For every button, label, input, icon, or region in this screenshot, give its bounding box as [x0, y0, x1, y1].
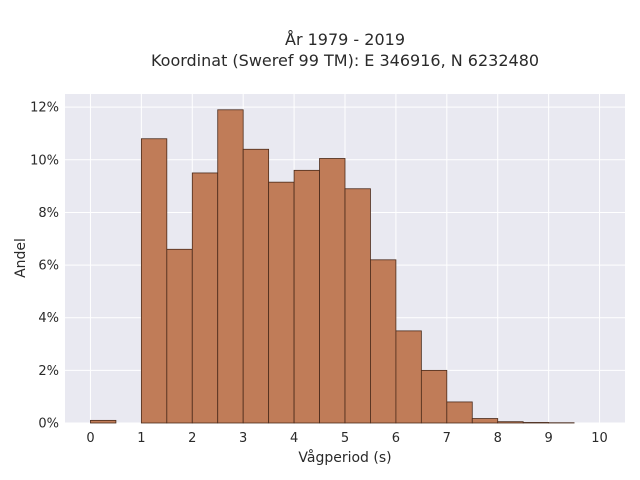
x-tick-label: 10: [591, 431, 608, 446]
histogram-bar: [140, 138, 168, 424]
x-axis-label: Vågperiod (s): [298, 449, 391, 466]
histogram-bar: [471, 418, 499, 424]
histogram-bar: [293, 169, 320, 424]
histogram-bar: [395, 330, 422, 424]
x-tick-label: 6: [392, 431, 400, 446]
histogram-bar: [268, 181, 295, 424]
x-tick-label: 4: [290, 431, 298, 446]
histogram-bar: [166, 248, 193, 424]
histogram-bar: [446, 401, 473, 424]
x-tick-label: 2: [188, 431, 196, 446]
x-axis-ticks: 0 1 2 3 4 5 6 7 8 9 10: [86, 431, 608, 446]
histogram-bar: [497, 421, 524, 424]
x-tick-label: 5: [341, 431, 349, 446]
histogram-bar: [90, 419, 117, 424]
y-tick-label: 2%: [38, 364, 59, 379]
histogram-bar: [522, 422, 550, 424]
histogram-bar: [217, 109, 244, 424]
y-tick-label: 4%: [38, 311, 59, 326]
histogram-bar: [242, 148, 270, 424]
x-tick-label: 9: [544, 431, 552, 446]
chart-title-line2: Koordinat (Sweref 99 TM): E 346916, N 62…: [151, 51, 539, 70]
y-tick-label: 10%: [30, 153, 59, 168]
x-tick-label: 1: [137, 431, 145, 446]
x-tick-label: 8: [494, 431, 502, 446]
y-axis-label: Andel: [13, 238, 29, 278]
x-tick-label: 0: [86, 431, 94, 446]
histogram-bar: [344, 188, 371, 424]
histogram-bar: [319, 158, 346, 424]
y-tick-label: 0%: [38, 417, 59, 432]
y-tick-label: 6%: [38, 259, 59, 274]
bars: [90, 109, 575, 424]
histogram-bar: [191, 172, 219, 424]
y-tick-label: 12%: [30, 101, 59, 116]
x-tick-label: 7: [443, 431, 451, 446]
histogram-bar: [420, 369, 448, 424]
x-tick-label: 3: [239, 431, 247, 446]
y-tick-label: 8%: [38, 206, 59, 221]
chart-title-line1: År 1979 - 2019: [285, 30, 405, 49]
y-axis-ticks: 0% 2% 4% 6% 8% 10% 12%: [30, 101, 59, 432]
histogram-bar: [370, 259, 397, 424]
